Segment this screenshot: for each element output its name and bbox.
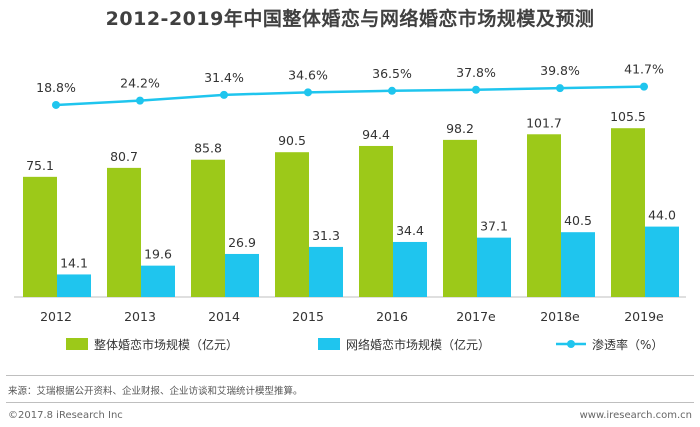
bar-online-2013	[141, 265, 175, 297]
label-online-2018e: 40.5	[564, 213, 592, 228]
rate-point-2019e	[640, 82, 648, 91]
x-tick-2013: 2013	[124, 309, 156, 324]
website: www.iresearch.com.cn	[579, 410, 692, 421]
rate-label-2017e: 37.8%	[456, 65, 496, 80]
legend-label-total: 整体婚恋市场规模（亿元）	[94, 337, 238, 352]
bar-online-2018e	[561, 232, 595, 297]
label-total-2016: 94.4	[362, 127, 390, 142]
bar-total-2012	[23, 176, 57, 297]
legend-label-rate: 渗透率（%）	[592, 337, 663, 352]
legend-swatch-rate-point	[567, 340, 575, 348]
x-tick-2018e: 2018e	[540, 309, 580, 324]
label-total-2018e: 101.7	[526, 115, 562, 130]
rate-point-2018e	[556, 84, 564, 93]
bar-online-2016	[393, 241, 427, 297]
bar-online-2015	[309, 246, 343, 297]
bar-online-2019e	[645, 226, 679, 297]
label-total-2015: 90.5	[278, 133, 306, 148]
x-tick-2012: 2012	[40, 309, 72, 324]
label-total-2017e: 98.2	[446, 121, 474, 136]
rate-label-2014: 31.4%	[204, 70, 244, 85]
bar-total-2014	[191, 159, 225, 297]
bar-online-2012	[57, 274, 91, 297]
bar-total-2017e	[443, 139, 477, 297]
label-total-2012: 75.1	[26, 158, 54, 173]
rate-point-2013	[136, 96, 144, 105]
rate-label-2015: 34.6%	[288, 67, 328, 82]
label-online-2017e: 37.1	[480, 219, 508, 234]
label-online-2012: 14.1	[60, 255, 88, 270]
rate-label-2018e: 39.8%	[540, 63, 580, 78]
rate-label-2013: 24.2%	[120, 76, 160, 91]
x-tick-2016: 2016	[376, 309, 408, 324]
label-total-2013: 80.7	[110, 149, 138, 164]
footer-rule-bottom	[6, 402, 694, 403]
label-online-2013: 19.6	[144, 247, 172, 262]
rate-label-2019e: 41.7%	[624, 62, 664, 77]
rate-point-2015	[304, 88, 312, 97]
legend-swatch-total	[66, 338, 88, 350]
rate-point-2017e	[472, 85, 480, 94]
bar-online-2017e	[477, 237, 511, 297]
legend-label-online: 网络婚恋市场规模（亿元）	[346, 337, 490, 352]
rate-line	[55, 85, 645, 107]
x-tick-2015: 2015	[292, 309, 324, 324]
source-note: 来源：艾瑞根据公开资料、企业财报、企业访谈和艾瑞统计模型推算。	[8, 386, 303, 397]
bar-total-2015	[275, 152, 309, 297]
chart-title: 2012-2019年中国整体婚恋与网络婚恋市场规模及预测	[105, 8, 595, 30]
label-online-2014: 26.9	[228, 235, 256, 250]
footer-rule-top	[6, 375, 694, 376]
bar-total-2018e	[527, 134, 561, 297]
x-tick-2014: 2014	[208, 309, 240, 324]
x-tick-2019e: 2019e	[624, 309, 664, 324]
rate-label-2012: 18.8%	[36, 80, 76, 95]
rate-label-2016: 36.5%	[372, 66, 412, 81]
rate-point-2016	[388, 86, 396, 95]
label-total-2019e: 105.5	[610, 109, 646, 124]
label-total-2014: 85.8	[194, 141, 222, 156]
rate-point-2012	[52, 100, 60, 109]
bar-online-2014	[225, 253, 259, 297]
x-tick-2017e: 2017e	[456, 309, 496, 324]
rate-point-2014	[220, 90, 228, 99]
label-online-2016: 34.4	[396, 223, 424, 238]
copyright: ©2017.8 iResearch Inc	[8, 410, 123, 421]
bar-total-2013	[107, 167, 141, 297]
label-online-2015: 31.3	[312, 228, 340, 243]
legend-swatch-online	[318, 338, 340, 350]
bar-total-2016	[359, 145, 393, 297]
bar-total-2019e	[611, 128, 645, 297]
label-online-2019e: 44.0	[648, 208, 676, 223]
